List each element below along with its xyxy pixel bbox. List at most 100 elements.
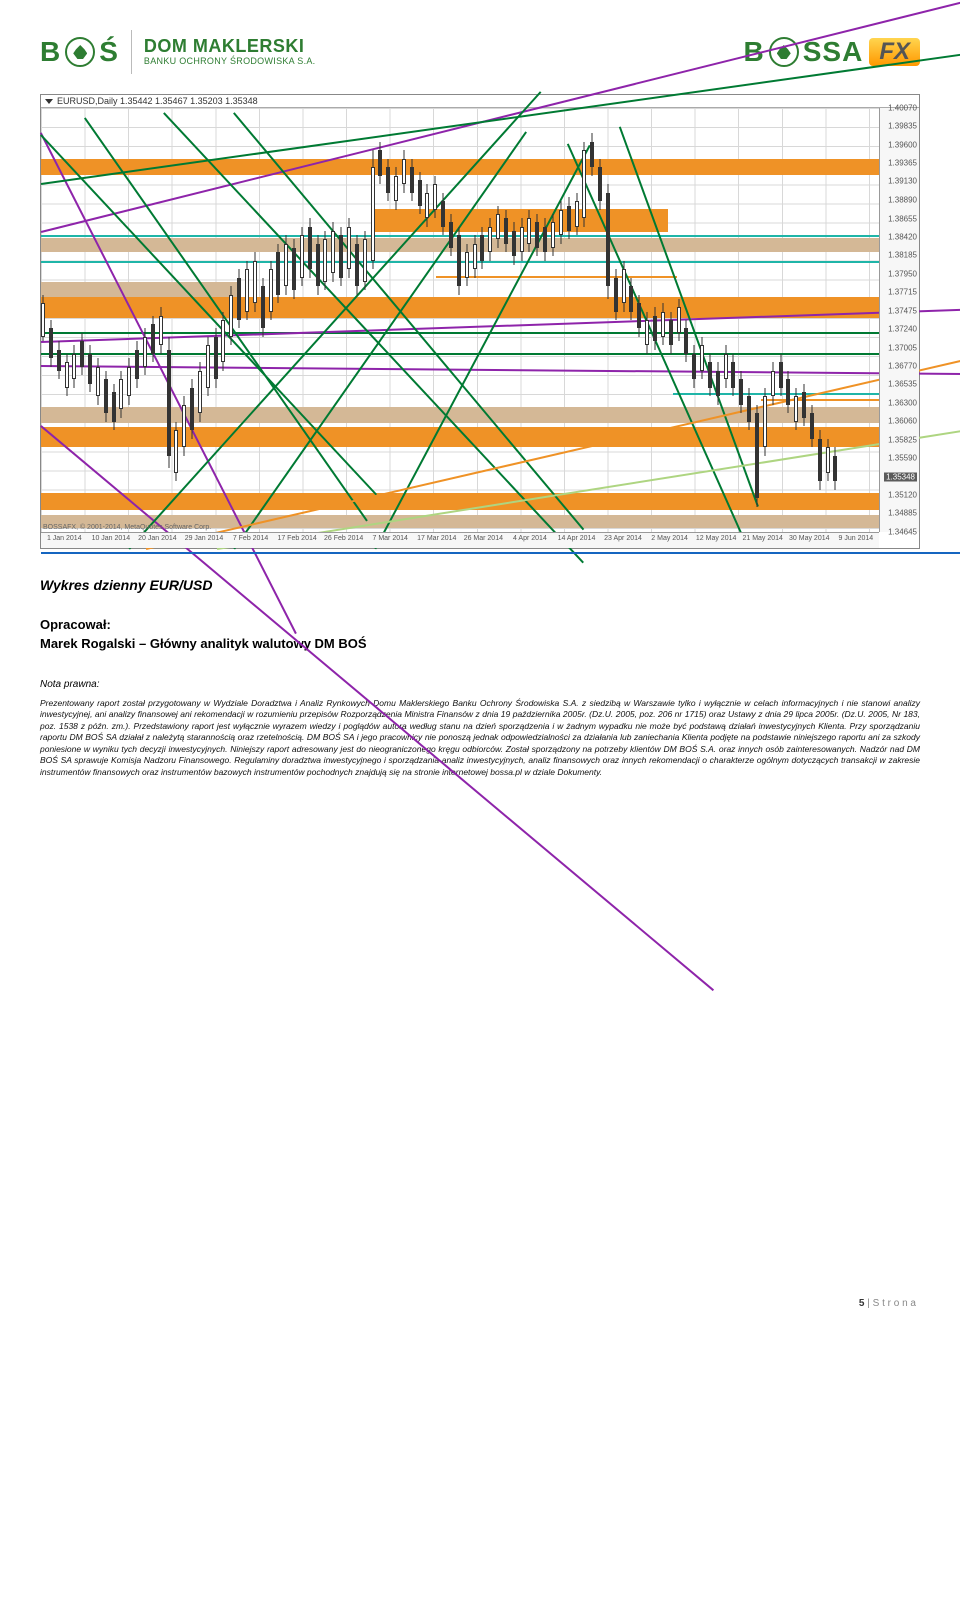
x-tick-label: 12 May 2014 xyxy=(693,533,740,548)
page-footer: 5 | S t r o n a xyxy=(40,1298,920,1309)
x-tick-label: 2 May 2014 xyxy=(646,533,693,548)
y-tick-label: 1.35825 xyxy=(888,435,917,444)
candle xyxy=(779,108,783,532)
author-name: Marek Rogalski – Główny analityk walutow… xyxy=(40,636,920,651)
candle xyxy=(826,108,830,532)
candle xyxy=(535,108,539,532)
candle xyxy=(190,108,194,532)
candle xyxy=(622,108,626,532)
candle xyxy=(731,108,735,532)
x-tick-label: 14 Apr 2014 xyxy=(553,533,600,548)
candle xyxy=(112,108,116,532)
candle xyxy=(323,108,327,532)
nota-label: Nota prawna: xyxy=(40,679,920,690)
page: B Ś DOM MAKLERSKI BANKU OCHRONY ŚRODOWIS… xyxy=(0,0,960,1339)
candle xyxy=(49,108,53,532)
candle xyxy=(818,108,822,532)
candle xyxy=(143,108,147,532)
y-tick-label: 1.36060 xyxy=(888,417,917,426)
bos-logo-text-s: Ś xyxy=(99,36,119,68)
candle xyxy=(331,108,335,532)
candle xyxy=(449,108,453,532)
footer-sep: | xyxy=(864,1298,872,1309)
y-axis: 1.400701.398351.396001.393651.391301.388… xyxy=(879,108,919,532)
candle xyxy=(763,108,767,532)
candle xyxy=(221,108,225,532)
candle xyxy=(810,108,814,532)
candle xyxy=(582,108,586,532)
candle xyxy=(551,108,555,532)
candle xyxy=(700,108,704,532)
candle xyxy=(480,108,484,532)
y-tick-label: 1.40070 xyxy=(888,104,917,113)
y-tick-label: 1.37475 xyxy=(888,307,917,316)
chart-container: EURUSD,Daily 1.35442 1.35467 1.35203 1.3… xyxy=(40,94,920,549)
candle xyxy=(488,108,492,532)
candle xyxy=(402,108,406,532)
candle xyxy=(457,108,461,532)
footer-label: S t r o n a xyxy=(873,1298,916,1309)
candle xyxy=(637,108,641,532)
x-tick-label: 26 Mar 2014 xyxy=(460,533,507,548)
y-tick-label: 1.37240 xyxy=(888,325,917,334)
bos-logo: B Ś xyxy=(40,36,119,68)
candle xyxy=(786,108,790,532)
candle xyxy=(261,108,265,532)
chart-title-bar: EURUSD,Daily 1.35442 1.35467 1.35203 1.3… xyxy=(41,95,919,108)
chart-symbol-label: EURUSD,Daily 1.35442 1.35467 1.35203 1.3… xyxy=(57,96,258,106)
candle xyxy=(65,108,69,532)
y-tick-label: 1.36535 xyxy=(888,380,917,389)
y-tick-label: 1.35590 xyxy=(888,454,917,463)
candle xyxy=(527,108,531,532)
candle xyxy=(614,108,618,532)
candle xyxy=(371,108,375,532)
candle xyxy=(347,108,351,532)
x-tick-label: 20 Jan 2014 xyxy=(134,533,181,548)
x-tick-label: 21 May 2014 xyxy=(739,533,786,548)
logo-divider xyxy=(131,30,132,74)
x-tick-label: 17 Feb 2014 xyxy=(274,533,321,548)
x-tick-label: 7 Mar 2014 xyxy=(367,533,414,548)
candle xyxy=(559,108,563,532)
candle xyxy=(433,108,437,532)
candle xyxy=(567,108,571,532)
candle xyxy=(104,108,108,532)
candle xyxy=(300,108,304,532)
y-tick-label: 1.37950 xyxy=(888,269,917,278)
candle xyxy=(755,108,759,532)
y-tick-label: 1.39600 xyxy=(888,140,917,149)
candle xyxy=(677,108,681,532)
x-tick-label: 10 Jan 2014 xyxy=(88,533,135,548)
logo-left-group: B Ś DOM MAKLERSKI BANKU OCHRONY ŚRODOWIS… xyxy=(40,30,316,74)
bos-logo-text-b: B xyxy=(40,36,61,68)
candle xyxy=(355,108,359,532)
y-tick-label: 1.39365 xyxy=(888,159,917,168)
candle xyxy=(214,108,218,532)
bossa-text-ssa: SSA xyxy=(803,36,864,68)
candle xyxy=(669,108,673,532)
candle xyxy=(441,108,445,532)
candle xyxy=(88,108,92,532)
candle xyxy=(410,108,414,532)
candle xyxy=(245,108,249,532)
candle xyxy=(159,108,163,532)
candle xyxy=(653,108,657,532)
candle xyxy=(645,108,649,532)
candle xyxy=(747,108,751,532)
candle xyxy=(363,108,367,532)
y-tick-label: 1.38890 xyxy=(888,196,917,205)
candle xyxy=(308,108,312,532)
x-tick-label: 30 May 2014 xyxy=(786,533,833,548)
candle xyxy=(135,108,139,532)
x-tick-label: 26 Feb 2014 xyxy=(320,533,367,548)
candle xyxy=(174,108,178,532)
candle xyxy=(96,108,100,532)
dm-logo-bot: BANKU OCHRONY ŚRODOWISKA S.A. xyxy=(144,57,316,67)
x-tick-label: 4 Apr 2014 xyxy=(507,533,554,548)
y-tick-label: 1.38185 xyxy=(888,251,917,260)
candle xyxy=(661,108,665,532)
candle xyxy=(127,108,131,532)
candle xyxy=(771,108,775,532)
candle xyxy=(802,108,806,532)
y-tick-label: 1.39835 xyxy=(888,122,917,131)
